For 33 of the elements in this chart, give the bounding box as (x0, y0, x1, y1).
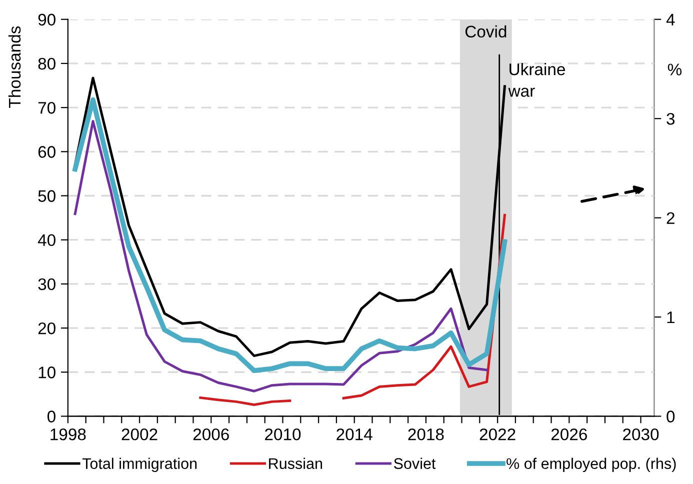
x-tick-label: 2006 (193, 428, 229, 440)
y-tick-label: 50 (38, 190, 56, 202)
y2-tick-label: 4 (666, 14, 675, 26)
y-tick-label: 0 (47, 410, 56, 422)
line-series (74, 120, 488, 392)
y-tick-label: 90 (38, 14, 56, 26)
x-tick-label: 2022 (480, 428, 516, 440)
legend-label: Total immigration (82, 458, 197, 472)
ref-line-label: Ukraine war (508, 63, 565, 97)
legend-label: % of employed pop. (rhs) (506, 458, 676, 472)
y-tick-label: 80 (38, 58, 56, 70)
legend-label: Russian (269, 458, 322, 469)
x-tick-label: 2026 (551, 428, 587, 440)
x-tick-label: 2030 (623, 428, 659, 440)
y2-tick-label: 3 (666, 112, 675, 125)
x-tick-label: 2010 (265, 428, 301, 440)
x-tick-label: 1998 (50, 428, 86, 440)
x-tick-label: 2014 (336, 428, 372, 440)
y-tick-label: 20 (38, 322, 56, 334)
band-label: Covid (465, 25, 506, 38)
y2-tick-label: 1 (667, 312, 674, 324)
y-tick-label: 40 (38, 234, 56, 246)
x-tick-label: 2018 (408, 428, 444, 440)
y-tick-label: 60 (38, 146, 56, 158)
y2-tick-label: 2 (666, 212, 674, 224)
y-axis-title: Thousands (8, 26, 21, 108)
y-tick-label: 10 (38, 366, 56, 378)
y-tick-label: 30 (38, 278, 56, 290)
y2-axis-title: % (668, 64, 682, 76)
legend-label: Soviet (394, 458, 436, 469)
x-tick-label: 2002 (122, 428, 158, 440)
y2-tick-label: 0 (666, 410, 675, 422)
y-tick-label: 70 (38, 102, 56, 114)
